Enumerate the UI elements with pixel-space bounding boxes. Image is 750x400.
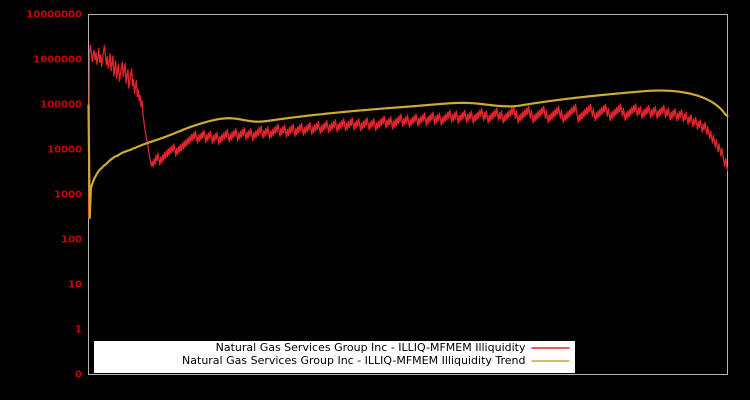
y-tick-label: 100000	[40, 100, 82, 111]
y-tick-label: 0	[75, 370, 82, 381]
series-illiquidity	[87, 44, 729, 219]
series-layer	[87, 44, 729, 220]
series-illiquidity-trend	[87, 89, 729, 220]
y-tick-label: 1000	[54, 190, 82, 201]
y-tick-label: 1000000	[33, 55, 82, 66]
legend-entry-label: Natural Gas Services Group Inc - ILLIQ-M…	[182, 354, 525, 367]
legend-background	[93, 340, 576, 374]
y-tick-label: 10000	[47, 145, 82, 156]
y-tick-label: 1	[75, 325, 82, 336]
y-tick-label: 10	[68, 280, 82, 291]
y-tick-label: 100	[61, 235, 82, 246]
chart-legend[interactable]: Natural Gas Services Group Inc - ILLIQ-M…	[93, 340, 576, 374]
legend-entry-label: Natural Gas Services Group Inc - ILLIQ-M…	[216, 341, 526, 354]
y-tick-label: 10000000	[26, 10, 82, 21]
